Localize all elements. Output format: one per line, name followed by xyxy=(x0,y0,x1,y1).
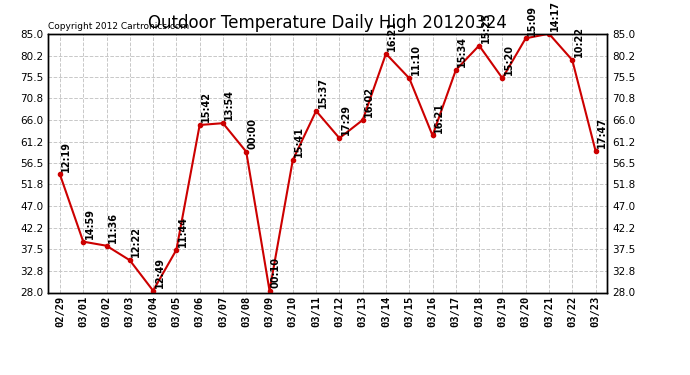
Text: 12:19: 12:19 xyxy=(61,141,71,172)
Text: 13:54: 13:54 xyxy=(224,89,235,120)
Text: 12:22: 12:22 xyxy=(131,226,141,258)
Text: 17:29: 17:29 xyxy=(341,104,351,135)
Text: 12:49: 12:49 xyxy=(155,257,164,288)
Text: 11:10: 11:10 xyxy=(411,45,421,75)
Text: 15:09: 15:09 xyxy=(527,4,537,36)
Text: 17:47: 17:47 xyxy=(597,117,607,148)
Text: 14:17: 14:17 xyxy=(551,0,560,31)
Text: 11:36: 11:36 xyxy=(108,212,118,243)
Text: 15:41: 15:41 xyxy=(294,126,304,157)
Text: 15:20: 15:20 xyxy=(504,45,514,75)
Text: 15:37: 15:37 xyxy=(317,77,328,108)
Text: 11:44: 11:44 xyxy=(178,216,188,247)
Text: 16:02: 16:02 xyxy=(364,86,374,117)
Text: 16:21: 16:21 xyxy=(434,102,444,133)
Text: 15:34: 15:34 xyxy=(457,36,467,67)
Text: 14:59: 14:59 xyxy=(85,208,95,239)
Text: 16:21: 16:21 xyxy=(387,20,397,51)
Text: 00:10: 00:10 xyxy=(271,257,281,288)
Text: 00:00: 00:00 xyxy=(248,118,257,149)
Text: 15:25: 15:25 xyxy=(480,12,491,43)
Text: Copyright 2012 Cartronics.com: Copyright 2012 Cartronics.com xyxy=(48,22,190,31)
Text: 10:22: 10:22 xyxy=(573,26,584,57)
Title: Outdoor Temperature Daily High 20120324: Outdoor Temperature Daily High 20120324 xyxy=(148,14,507,32)
Text: 15:42: 15:42 xyxy=(201,91,211,122)
